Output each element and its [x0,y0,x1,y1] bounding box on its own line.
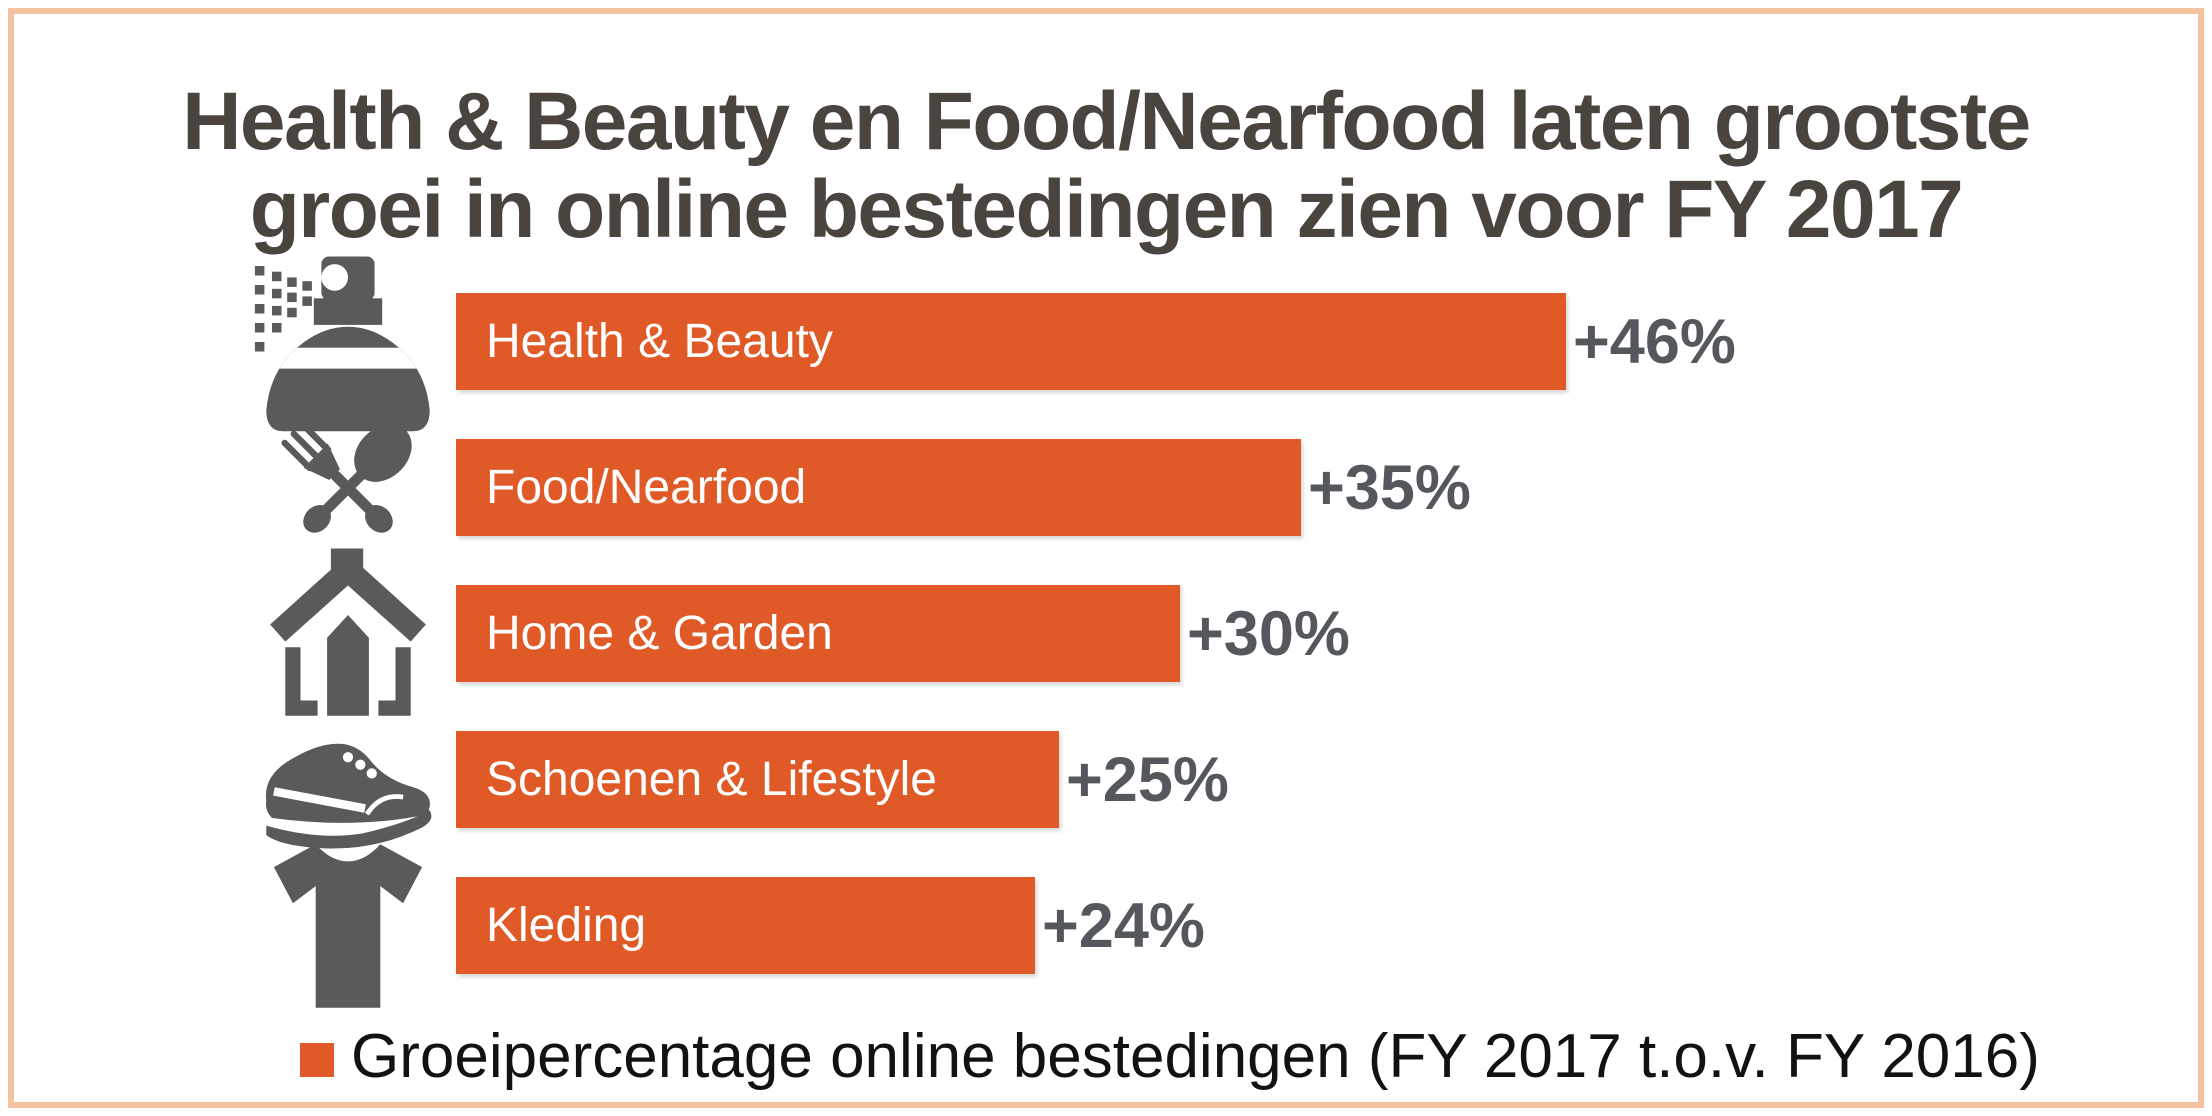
chart-row: Health & Beauty +46% [240,293,2198,390]
legend-swatch-icon [300,1042,334,1077]
chart-row: Food/Nearfood +35% [240,439,2198,536]
tshirt-icon [240,830,456,1022]
bar: Food/Nearfood [456,439,1301,537]
chart-row: Home & Garden +30% [240,585,2198,682]
value-label: +30% [1187,598,1350,669]
bar: Health & Beauty [456,293,1566,391]
legend-label: Groeipercentage online bestedingen (FY 2… [351,1022,2040,1092]
bar-label: Kleding [486,899,647,953]
chart-title-line-1: Health & Beauty en Food/Nearfood laten g… [182,76,2031,167]
bar-label: Health & Beauty [486,315,833,369]
bar: Home & Garden [456,585,1180,683]
slide-border-frame: Health & Beauty en Food/Nearfood laten g… [8,8,2204,1108]
legend: Groeipercentage online bestedingen (FY 2… [300,1023,2198,1091]
bar: Schoenen & Lifestyle [456,731,1059,829]
value-label: +46% [1573,306,1736,377]
value-label: +24% [1042,890,1205,961]
chart-title: Health & Beauty en Food/Nearfood laten g… [34,78,2178,253]
chart-title-line-2: groei in online bestedingen zien voor FY… [249,163,1964,255]
bar-label: Schoenen & Lifestyle [486,753,937,807]
value-label: +25% [1066,744,1229,815]
chart-row: Kleding +24% [240,877,2198,974]
bar-rows: Health & Beauty +46% Food/Nearfood +35% Home… [14,293,2198,974]
value-label: +35% [1308,452,1471,523]
bar-label: Home & Garden [486,607,833,661]
bar-label: Food/Nearfood [486,461,807,515]
bar: Kleding [456,877,1035,975]
chart-row: Schoenen & Lifestyle +25% [240,731,2198,828]
